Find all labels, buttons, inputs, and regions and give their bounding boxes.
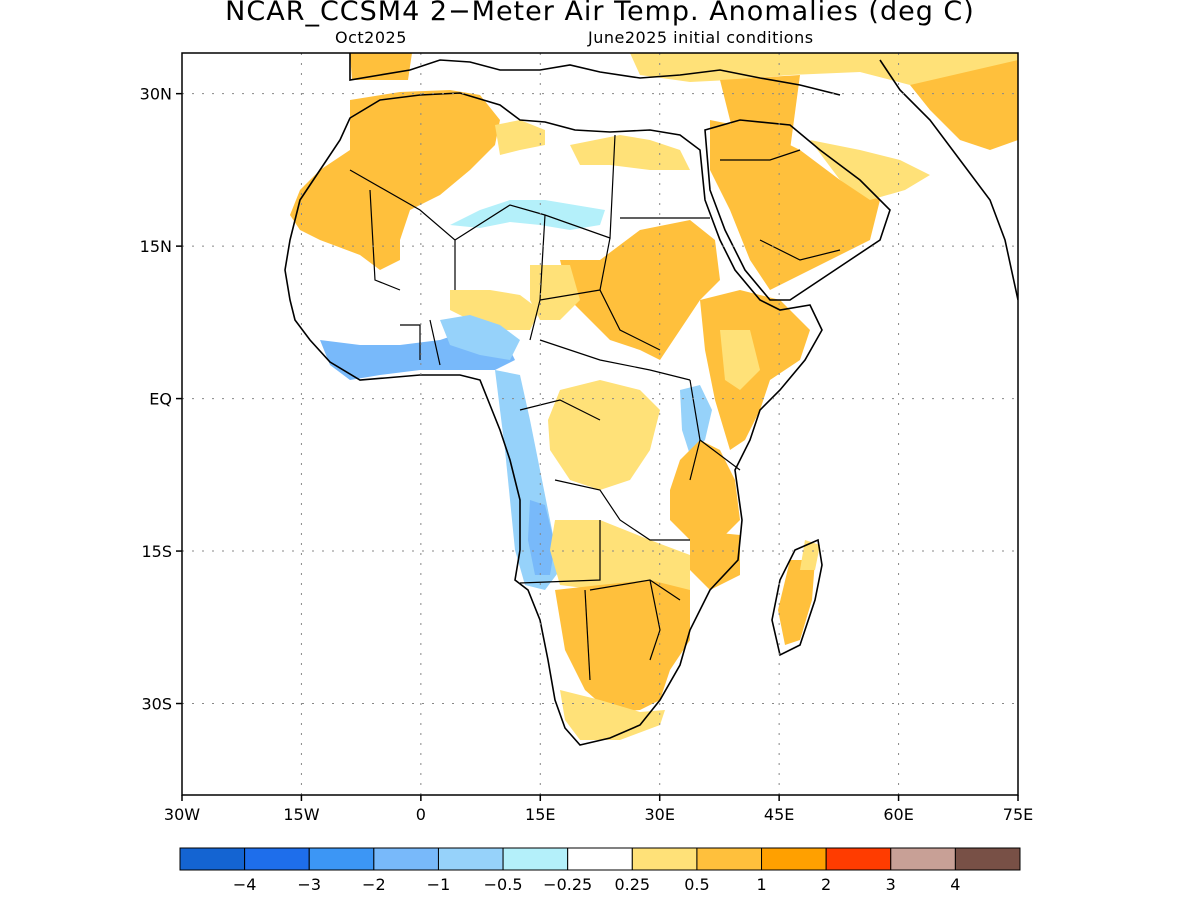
colorbar-label: 3 xyxy=(886,875,896,894)
anomaly-region-south-coast-mild xyxy=(560,690,665,740)
colorbar-swatch xyxy=(954,847,1021,871)
y-tick-label: 15N xyxy=(140,237,172,256)
axis-ticks: 30W 15W 0 15E 30E 45E 60E 75E 30N 15N EQ 15S 30S xyxy=(140,85,1034,824)
anomaly-region-sahara-northwest xyxy=(495,120,545,155)
colorbar-label: 2 xyxy=(821,875,831,894)
anomaly-region-madagascar-warm xyxy=(778,560,815,645)
anomaly-region-congo-mild xyxy=(548,380,660,490)
x-tick-label: 75E xyxy=(1003,805,1033,824)
arabia-coastline xyxy=(704,119,891,301)
map-plot-area xyxy=(182,53,1018,795)
anomaly-region-morocco-warm xyxy=(290,90,500,270)
madagascar-coastline xyxy=(771,538,823,657)
colorbar-swatch xyxy=(567,847,633,871)
anomaly-region-angola-coast-cooler xyxy=(528,500,555,575)
anomaly-region-ethiopia-mild xyxy=(720,330,760,390)
x-tick-label: 30E xyxy=(644,805,674,824)
colorbar-label: −4 xyxy=(233,875,257,894)
x-tick-label: 15W xyxy=(283,805,319,824)
colorbar-swatch xyxy=(308,847,375,871)
colorbar-swatch xyxy=(502,847,569,871)
anomaly-region-mozambique-warm xyxy=(690,530,740,590)
anomaly-region-chad-sudan-warm xyxy=(560,220,720,360)
y-tick-label: 30N xyxy=(140,85,172,104)
anomaly-region-east-africa-warm xyxy=(670,440,740,540)
colorbar-swatch xyxy=(761,847,827,871)
lat-lon-grid xyxy=(182,53,1018,795)
map-title: NCAR_CCSM4 2−Meter Air Temp. Anomalies (… xyxy=(225,0,975,27)
colorbar-swatch xyxy=(825,847,892,871)
anomaly-region-sahara-cool xyxy=(450,200,605,230)
x-tick-label: 0 xyxy=(416,805,426,824)
colorbar-swatch xyxy=(696,847,763,871)
anomaly-region-chad-mild xyxy=(530,265,580,320)
africa-coastline xyxy=(284,92,823,746)
anomaly-region-egypt-warm xyxy=(570,135,690,170)
colorbar-label: −0.25 xyxy=(543,875,592,894)
anomaly-region-central-asia-warm xyxy=(910,60,1018,150)
colorbar-swatch xyxy=(179,847,246,871)
plot-frame xyxy=(181,52,1019,796)
anomaly-region-angola-mild xyxy=(550,520,690,590)
forecast-month: Oct2025 xyxy=(335,28,407,47)
colorbar-swatch xyxy=(437,847,504,871)
colorbar-swatch xyxy=(244,847,310,871)
colorbar-label: 0.5 xyxy=(684,875,709,894)
colorbar-label: 1 xyxy=(756,875,766,894)
colorbar-label: −3 xyxy=(297,875,321,894)
europe-coastline xyxy=(349,53,841,96)
colorbar-swatch xyxy=(631,847,698,871)
colorbar-label: −0.5 xyxy=(484,875,523,894)
colorbar-label: 0.25 xyxy=(614,875,650,894)
colorbar-label: 4 xyxy=(950,875,960,894)
x-tick-label: 60E xyxy=(883,805,913,824)
coastlines xyxy=(284,53,1018,746)
colorbar-label: −1 xyxy=(427,875,451,894)
caspian-gulf-coast xyxy=(879,59,1018,301)
anomaly-region-arabia-warm xyxy=(710,120,880,290)
anomaly-shading xyxy=(290,53,1018,740)
anomaly-region-madagascar-mild xyxy=(800,540,820,570)
initial-conditions-label: June2025 initial conditions xyxy=(588,28,814,47)
country-borders xyxy=(349,134,841,681)
x-tick-label: 30W xyxy=(164,805,200,824)
color-scale-bar: −4 −3 −2 −1 −0.5 −0.25 0.25 0.5 1 2 3 4 xyxy=(179,847,1021,894)
y-tick-label: 30S xyxy=(141,695,172,714)
y-tick-label: 15S xyxy=(141,542,172,561)
colorbar-swatch xyxy=(890,847,956,871)
x-tick-label: 15E xyxy=(525,805,555,824)
anomaly-region-southern-africa-warm xyxy=(555,580,690,712)
anomaly-region-europe-warm xyxy=(350,53,412,80)
anomaly-region-arabia-mild xyxy=(810,140,930,200)
y-tick-label: EQ xyxy=(149,390,172,409)
anomaly-region-guinea-coast-faint xyxy=(440,315,520,360)
colorbar-label: −2 xyxy=(362,875,386,894)
x-tick-label: 45E xyxy=(764,805,794,824)
anomaly-region-great-lakes-cool xyxy=(680,385,712,455)
anomaly-region-mideast-north xyxy=(630,53,1018,110)
colorbar-swatch xyxy=(373,847,439,871)
